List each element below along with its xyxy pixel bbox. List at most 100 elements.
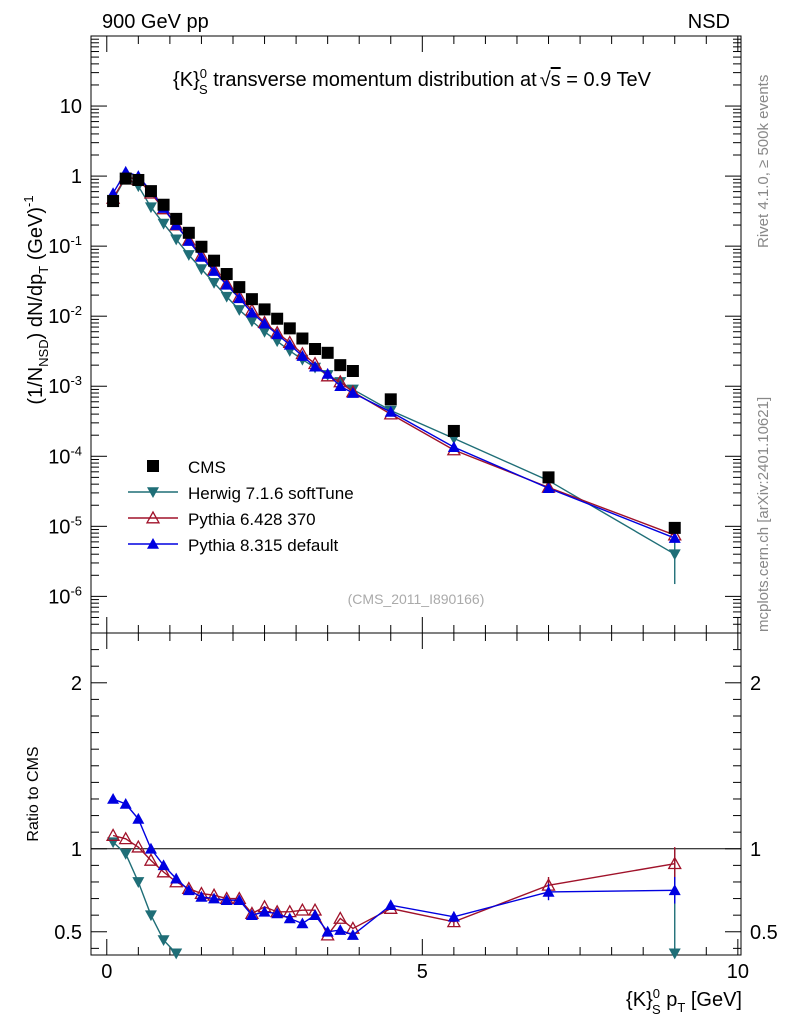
ratio-point (156, 864, 171, 878)
data-point (157, 218, 170, 230)
data-point (258, 326, 271, 338)
ratio-point (321, 925, 334, 937)
data-point (447, 424, 460, 437)
data-point (132, 173, 145, 186)
ratio-point (668, 884, 681, 896)
ratio-point (131, 839, 146, 853)
main-y-tick-label: 10-4 (48, 443, 82, 468)
ratio-point (333, 911, 348, 924)
main-y-tick-label: 10-5 (48, 513, 82, 538)
ratio-series-line (112, 798, 675, 936)
data-point (208, 277, 221, 289)
main-y-tick-label: 10-3 (48, 373, 82, 398)
data-point (233, 281, 246, 294)
ratio-point (170, 948, 183, 960)
chart-title: {K}0 S transverse momentum distribution a… (173, 66, 652, 97)
data-point (170, 234, 183, 246)
legend-label: Pythia 6.428 370 (188, 510, 316, 529)
data-point (334, 359, 347, 372)
legend-entry-pythia-6-428-370: Pythia 6.428 370 (128, 510, 316, 529)
ratio-point (105, 828, 121, 841)
ratio-point (143, 853, 159, 866)
side-label-top: Rivet 4.1.0, ≥ 500k events (755, 75, 772, 248)
header-right: NSD (688, 11, 730, 33)
legend-marker (145, 510, 161, 524)
main-axis-ticks (91, 35, 741, 634)
x-tick-label: 5 (417, 961, 428, 983)
data-point (668, 549, 681, 561)
ratio-point (119, 797, 132, 809)
ratio-point (384, 899, 397, 911)
ratio-offscale-point (668, 948, 681, 960)
ratio-point (144, 842, 157, 854)
data-point (195, 250, 208, 262)
data-point (208, 265, 221, 276)
ratio-point (667, 856, 682, 870)
ratio-point (208, 892, 221, 904)
data-point (182, 250, 195, 261)
ratio-point (107, 792, 120, 804)
data-point (271, 328, 284, 340)
main-y-tick-label: 10-1 (48, 233, 82, 258)
x-tick-labels: 0 5 10 (101, 961, 749, 983)
legend-label: Pythia 8.315 default (188, 536, 339, 555)
series-line (112, 175, 675, 536)
x-axis-label: {K}0 S pT [GeV] (626, 986, 742, 1017)
data-point (321, 346, 334, 359)
x-tick-label: 0 (101, 961, 112, 983)
legend-label: Herwig 7.1.6 softTune (188, 484, 354, 503)
ratio-point (182, 884, 195, 896)
data-point (283, 338, 296, 350)
legend: CMS Herwig 7.1.6 softTune Pythia 6.428 370… (128, 458, 354, 555)
main-plot-area (105, 165, 682, 585)
data-point (220, 291, 233, 303)
main-y-tick-label: 10-2 (48, 303, 82, 328)
x-tick-label: 10 (727, 961, 749, 983)
data-point (233, 292, 246, 304)
data-point (195, 240, 208, 253)
ratio-y-tick-label: 0.5 (54, 922, 82, 944)
data-point (668, 521, 681, 534)
data-point (296, 332, 309, 345)
data-point (384, 405, 397, 417)
data-point (321, 367, 334, 379)
ratio-series-line (112, 834, 675, 937)
data-point (208, 254, 221, 267)
ratio-point (220, 894, 233, 906)
ratio-y-axis-label: Ratio to CMS (25, 746, 42, 841)
legend-entry-cms: CMS (147, 458, 226, 477)
data-point (144, 202, 157, 214)
ratio-point (258, 905, 271, 917)
data-point (157, 198, 170, 211)
data-point (170, 212, 183, 225)
legend-label: CMS (188, 458, 226, 477)
main-y-axis-label: (1/NNSD) dN/dpT (GeV)-1 (21, 195, 51, 404)
data-point (542, 471, 555, 484)
main-y-tick-label: 10 (60, 96, 82, 118)
ratio-point (195, 890, 208, 902)
legend-marker (147, 460, 159, 472)
ratio-point (132, 812, 145, 824)
ratio-axis-ticks (91, 633, 741, 955)
ratio-point (542, 885, 555, 897)
ratio-point (144, 910, 157, 922)
ratio-y-tick-label-right: 0.5 (750, 922, 778, 944)
data-point (182, 226, 195, 239)
data-point (296, 350, 309, 361)
ratio-point (309, 909, 322, 920)
ratio-y-tick-label: 1 (71, 839, 82, 861)
data-point (119, 172, 132, 185)
legend-entry-pythia-8-315-default: Pythia 8.315 default (128, 536, 339, 555)
ratio-series-pythia-8-315-default (107, 792, 681, 940)
data-point (245, 293, 258, 306)
main-y-tick-label: 10-6 (48, 583, 82, 608)
ratio-point (346, 929, 359, 940)
data-point (220, 268, 233, 281)
ratio-series-herwig-7-1-6-softtune (107, 837, 681, 960)
ratio-point (283, 912, 296, 924)
ratio-point (118, 831, 133, 845)
data-point (220, 278, 233, 290)
ratio-frame (90, 632, 742, 956)
ratio-point (296, 917, 309, 929)
